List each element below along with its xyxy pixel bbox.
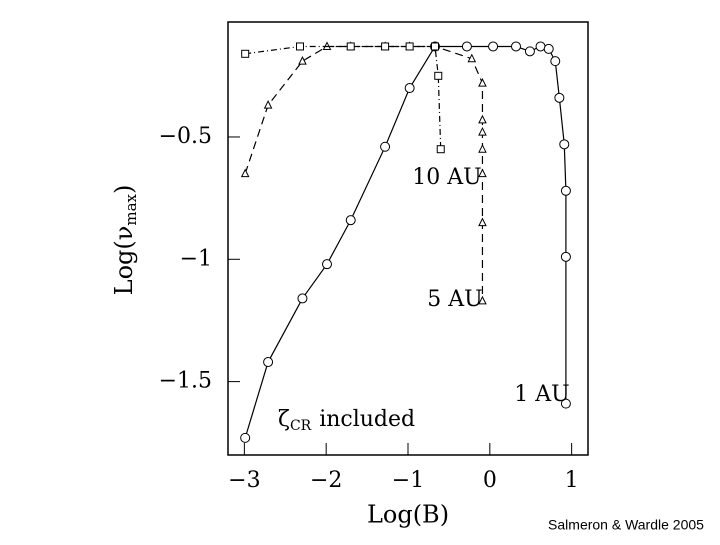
series-label: 5 AU	[427, 287, 482, 312]
point	[478, 126, 487, 136]
point	[380, 141, 391, 152]
point	[405, 42, 414, 51]
series-line	[245, 45, 442, 150]
series-label: 10 AU	[412, 165, 481, 190]
y-tick-label: −1	[180, 246, 212, 271]
point	[241, 49, 250, 58]
x-tick-label: −1	[392, 468, 424, 493]
point	[404, 83, 415, 94]
point	[263, 357, 274, 368]
point	[436, 145, 445, 154]
point	[478, 168, 487, 178]
point	[322, 259, 332, 270]
x-tick-label: 0	[483, 468, 497, 493]
point	[560, 185, 571, 196]
point	[560, 251, 571, 262]
point	[381, 42, 390, 51]
point	[550, 56, 561, 67]
series-line	[244, 45, 484, 301]
series-label: 1 AU	[514, 382, 569, 407]
point	[478, 217, 487, 227]
y-title-part: Log(ν	[110, 226, 138, 296]
credit: Salmeron & Wardle 2005	[548, 517, 704, 533]
point	[240, 432, 251, 443]
point	[297, 293, 308, 304]
annotation: ζCR included	[278, 407, 415, 434]
x-tick-label: −3	[228, 468, 260, 493]
point	[431, 42, 439, 51]
point	[560, 398, 571, 409]
x-tick-label: 1	[565, 468, 579, 493]
point	[543, 43, 554, 54]
point	[346, 42, 355, 51]
x-axis-title: Log(B)	[367, 501, 449, 529]
point	[488, 41, 499, 52]
point	[524, 46, 535, 57]
point	[478, 144, 487, 153]
point	[559, 139, 570, 150]
point	[296, 42, 304, 51]
y-title-sub: max	[122, 193, 140, 225]
point	[478, 78, 487, 87]
point	[478, 114, 487, 124]
point	[263, 100, 273, 109]
point	[554, 92, 565, 103]
y-tick-label: −1.5	[159, 369, 212, 394]
y-title-part: )	[110, 185, 138, 194]
annotation-part: ζ	[278, 407, 290, 432]
point	[467, 53, 477, 63]
series-line	[244, 45, 567, 439]
point	[511, 41, 521, 52]
annotation-sub: CR	[290, 418, 312, 434]
y-axis-title: Log(νmax)	[110, 185, 141, 296]
point	[478, 295, 487, 305]
y-tick-label: −0.5	[159, 124, 212, 149]
point	[240, 168, 250, 178]
point	[434, 71, 443, 80]
point	[461, 41, 472, 52]
x-tick-label: −2	[310, 468, 342, 493]
annotation-part: included	[319, 407, 415, 432]
point	[345, 215, 356, 226]
point	[535, 41, 546, 52]
point	[298, 56, 307, 65]
